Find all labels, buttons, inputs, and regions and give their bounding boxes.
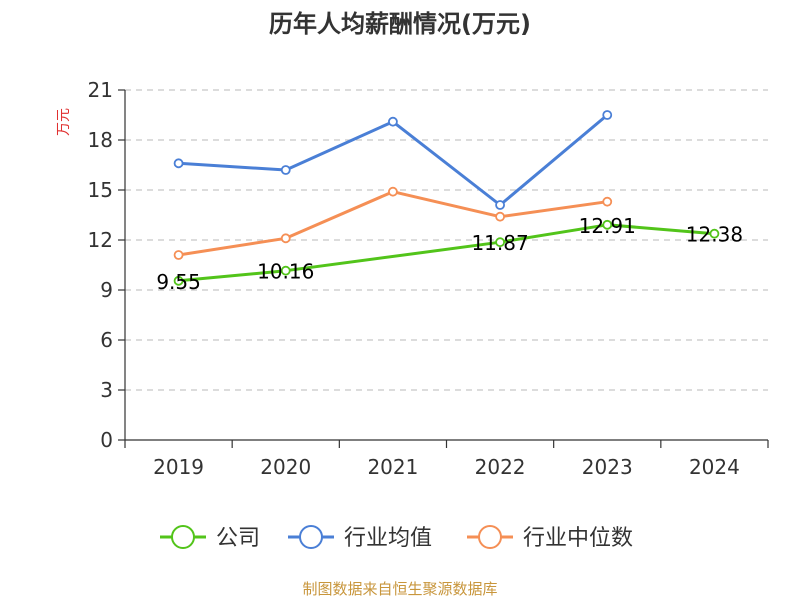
y-axis-label: 万元 [56, 108, 72, 136]
series-line-行业中位数 [178, 190, 608, 257]
point-公司-2024[interactable] [709, 228, 720, 239]
data-labels: 9.55 10.16 11.87 12.91 12.38 [156, 214, 743, 294]
data-label-2020: 10.16 [257, 260, 314, 284]
legend-item-公司[interactable]: 公司 [160, 525, 260, 551]
legend-marker-公司 [171, 525, 195, 549]
point-行业均值-2019[interactable] [173, 158, 184, 169]
point-行业均值-2022[interactable] [495, 200, 505, 210]
point-公司-2022[interactable] [495, 237, 505, 248]
grid-lines [125, 89, 768, 391]
y-tick-label-18: 18 [88, 128, 113, 152]
point-行业均值-2020[interactable] [280, 165, 291, 175]
legend-label-公司: 公司 [216, 526, 260, 551]
x-tick-label-2022: 2022 [475, 455, 526, 479]
series-行业均值 [173, 110, 613, 210]
data-label-2019: 9.55 [156, 270, 201, 294]
point-行业均值-2023[interactable] [602, 110, 613, 120]
x-tick-label-2020: 2020 [260, 455, 311, 479]
data-label-2024: 12.38 [686, 223, 743, 247]
y-tick-label-21: 21 [88, 78, 113, 102]
legend-item-行业均值[interactable]: 行业均值 [288, 525, 432, 551]
series-group [173, 110, 720, 286]
legend[interactable]: 公司 行业均值 行业中位数 [160, 525, 633, 551]
legend-label-行业均值: 行业均值 [344, 526, 432, 551]
point-公司-2020[interactable] [280, 265, 291, 276]
y-tick-label-6: 6 [100, 328, 113, 352]
point-公司-2023[interactable] [602, 219, 613, 230]
data-label-2023: 12.91 [579, 214, 636, 238]
chart-title: 历年人均薪酬情况(万元) [269, 10, 531, 38]
point-行业中位数-2020[interactable] [280, 233, 291, 244]
point-公司-2019[interactable] [173, 275, 184, 286]
point-行业均值-2021[interactable] [388, 116, 398, 127]
y-tick-label-12: 12 [88, 228, 113, 252]
legend-marker-行业均值 [299, 525, 323, 549]
y-tick-label-9: 9 [100, 278, 113, 302]
point-行业中位数-2019[interactable] [173, 250, 184, 260]
series-行业中位数 [173, 186, 613, 260]
legend-item-行业中位数[interactable]: 行业中位数 [467, 525, 633, 551]
point-行业中位数-2023[interactable] [602, 196, 613, 207]
source-note: 制图数据来自恒生聚源数据库 [302, 580, 497, 598]
point-行业中位数-2022[interactable] [495, 211, 505, 222]
legend-marker-行业中位数 [478, 525, 502, 549]
y-tick-label-15: 15 [88, 178, 113, 202]
axes: 0 3 6 9 12 15 18 21 2019 2020 2021 2022 2023 2024 [88, 78, 769, 479]
x-tick-label-2023: 2023 [582, 455, 633, 479]
y-tick-label-3: 3 [100, 378, 113, 402]
x-tick-label-2021: 2021 [367, 455, 418, 479]
x-tick-label-2024: 2024 [689, 455, 740, 479]
point-行业中位数-2021[interactable] [388, 186, 398, 197]
legend-label-行业中位数: 行业中位数 [523, 526, 633, 551]
data-label-2022: 11.87 [471, 231, 528, 255]
series-公司 [173, 219, 720, 286]
x-tick-label-2019: 2019 [153, 455, 204, 479]
y-tick-label-0: 0 [100, 428, 113, 452]
